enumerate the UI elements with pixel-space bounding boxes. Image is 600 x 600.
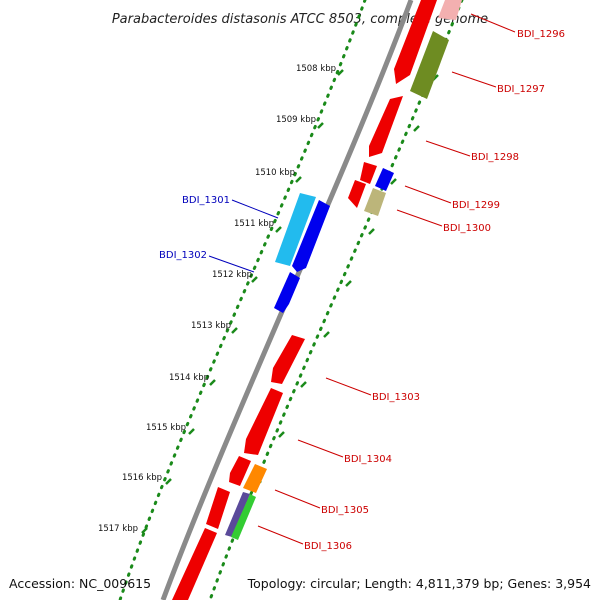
gene-bdi-1297	[410, 31, 449, 99]
gene-bdi-1299-a	[360, 162, 377, 184]
gene-label-bdi-1304: BDI_1304	[344, 454, 392, 465]
forward-strand-genes	[172, 0, 462, 600]
gene-bdi-1304	[244, 388, 283, 455]
gene-bdi-1306-green	[231, 494, 256, 540]
tick-label-1508: 1508 kbp	[296, 64, 336, 74]
tick-label-1517: 1517 kbp	[98, 524, 138, 534]
gene-label-bdi-1305: BDI_1305	[321, 505, 369, 516]
gene-bdi-1305-orange	[243, 464, 267, 493]
gene-bdi-1305-red	[229, 456, 251, 486]
tick-label-1514: 1514 kbp	[169, 373, 209, 383]
gene-label-bdi-1301: BDI_1301	[182, 195, 230, 206]
gene-bdi-1296	[394, 0, 437, 84]
gene-bdi-1300	[364, 188, 386, 216]
gene-label-bdi-1306: BDI_1306	[304, 541, 352, 552]
gene-bdi-1299-b	[348, 180, 366, 208]
outer-major-ticks	[141, 69, 344, 534]
inner-major-ticks	[232, 74, 439, 537]
gene-bdi-1302-a	[292, 200, 330, 272]
tick-label-1509: 1509 kbp	[276, 115, 316, 125]
tick-label-1516: 1516 kbp	[122, 473, 162, 483]
tick-label-1512: 1512 kbp	[212, 270, 252, 280]
gene-bdi-1298	[369, 96, 403, 157]
outer-tick-ring	[118, 0, 367, 600]
kbp-tick-labels: 1508 kbp 1509 kbp 1510 kbp 1511 kbp 1512…	[98, 64, 336, 534]
accession-text: Accession: NC_009615	[9, 576, 152, 591]
tick-label-1511: 1511 kbp	[234, 219, 274, 229]
gene-label-bdi-1297: BDI_1297	[497, 84, 545, 95]
tick-label-1510: 1510 kbp	[255, 168, 295, 178]
gene-bdi-1303	[271, 335, 305, 384]
gene-labels: BDI_1296 BDI_1297 BDI_1298 BDI_1299 BDI_…	[159, 29, 565, 552]
gene-label-bdi-1300: BDI_1300	[443, 223, 491, 234]
gene-bdi-1306-red	[172, 528, 217, 600]
gene-label-bdi-1299: BDI_1299	[452, 200, 500, 211]
tick-label-1515: 1515 kbp	[146, 423, 186, 433]
gene-bdi-1299-c	[375, 168, 394, 191]
gene-label-bdi-1302: BDI_1302	[159, 250, 207, 261]
gene-label-bdi-1298: BDI_1298	[471, 152, 519, 163]
gene-bdi-1296-pale	[438, 0, 462, 20]
label-leader-lines	[208, 13, 516, 545]
gene-bdi-1301	[275, 193, 316, 266]
gene-bdi-1302-b	[274, 272, 300, 313]
gene-label-bdi-1296: BDI_1296	[517, 29, 565, 40]
gene-label-bdi-1303: BDI_1303	[372, 392, 420, 403]
tick-label-1513: 1513 kbp	[191, 321, 231, 331]
gene-bdi-1306-purple	[225, 492, 250, 537]
reverse-strand-genes	[274, 193, 330, 313]
map-title: Parabacteroides distasonis ATCC 8503, co…	[112, 12, 488, 27]
gene-bdi-1305-b	[206, 487, 230, 529]
genome-summary-text: Topology: circular; Length: 4,811,379 bp…	[247, 576, 591, 591]
